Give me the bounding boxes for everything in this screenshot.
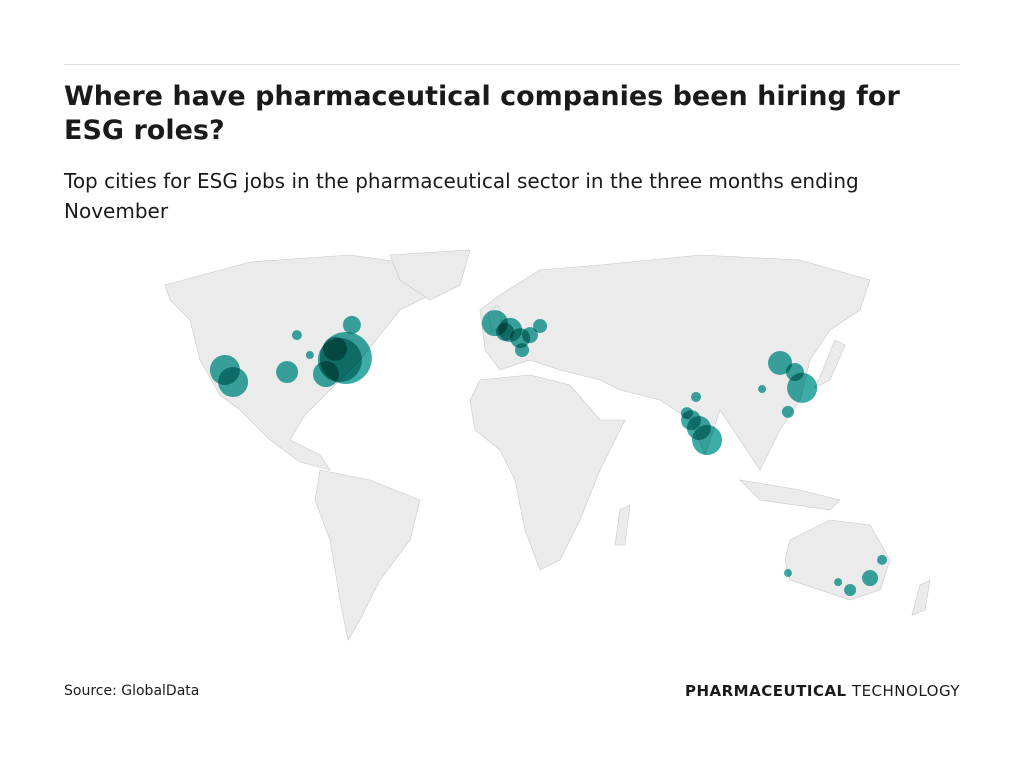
top-rule [64,64,960,65]
city-bubble [781,405,794,418]
north-america [164,254,441,471]
city-bubble [692,425,723,456]
city-bubble [834,578,843,587]
city-bubble [342,315,361,334]
city-bubble [521,327,538,344]
city-bubble [276,361,299,384]
australia [784,519,891,601]
city-bubble [323,336,348,361]
city-bubble [218,367,249,398]
title: Where have pharmaceutical companies been… [64,81,900,146]
points [209,310,888,597]
new-zealand [911,579,931,616]
city-bubble [783,569,792,578]
city-bubble [862,570,879,587]
city-bubble [533,319,548,334]
africa [469,374,626,571]
eurasia [479,254,871,471]
greenland [389,249,471,301]
city-bubble [305,351,314,360]
city-bubble [496,322,514,341]
indonesia [739,479,841,511]
city-bubble [787,372,818,403]
city-bubble [680,407,693,420]
land [164,249,931,641]
brand-bold: PHARMACEUTICAL [684,682,847,700]
city-bubble [758,385,767,394]
south-america [314,469,421,641]
city-bubble [877,554,888,565]
city-bubble [768,350,793,375]
subtitle: Top cities for ESG jobs in the pharmaceu… [64,169,859,223]
brand-light: TECHNOLOGY [851,682,960,700]
city-bubble [691,391,702,402]
city-bubble [291,330,302,341]
city-bubble [844,584,857,597]
city-bubble [312,361,339,388]
source: Source: GlobalData [64,683,200,699]
madagascar [614,504,631,546]
japan [814,339,846,389]
city-bubble [515,343,530,358]
brand: PHARMACEUTICAL TECHNOLOGY [685,682,960,700]
